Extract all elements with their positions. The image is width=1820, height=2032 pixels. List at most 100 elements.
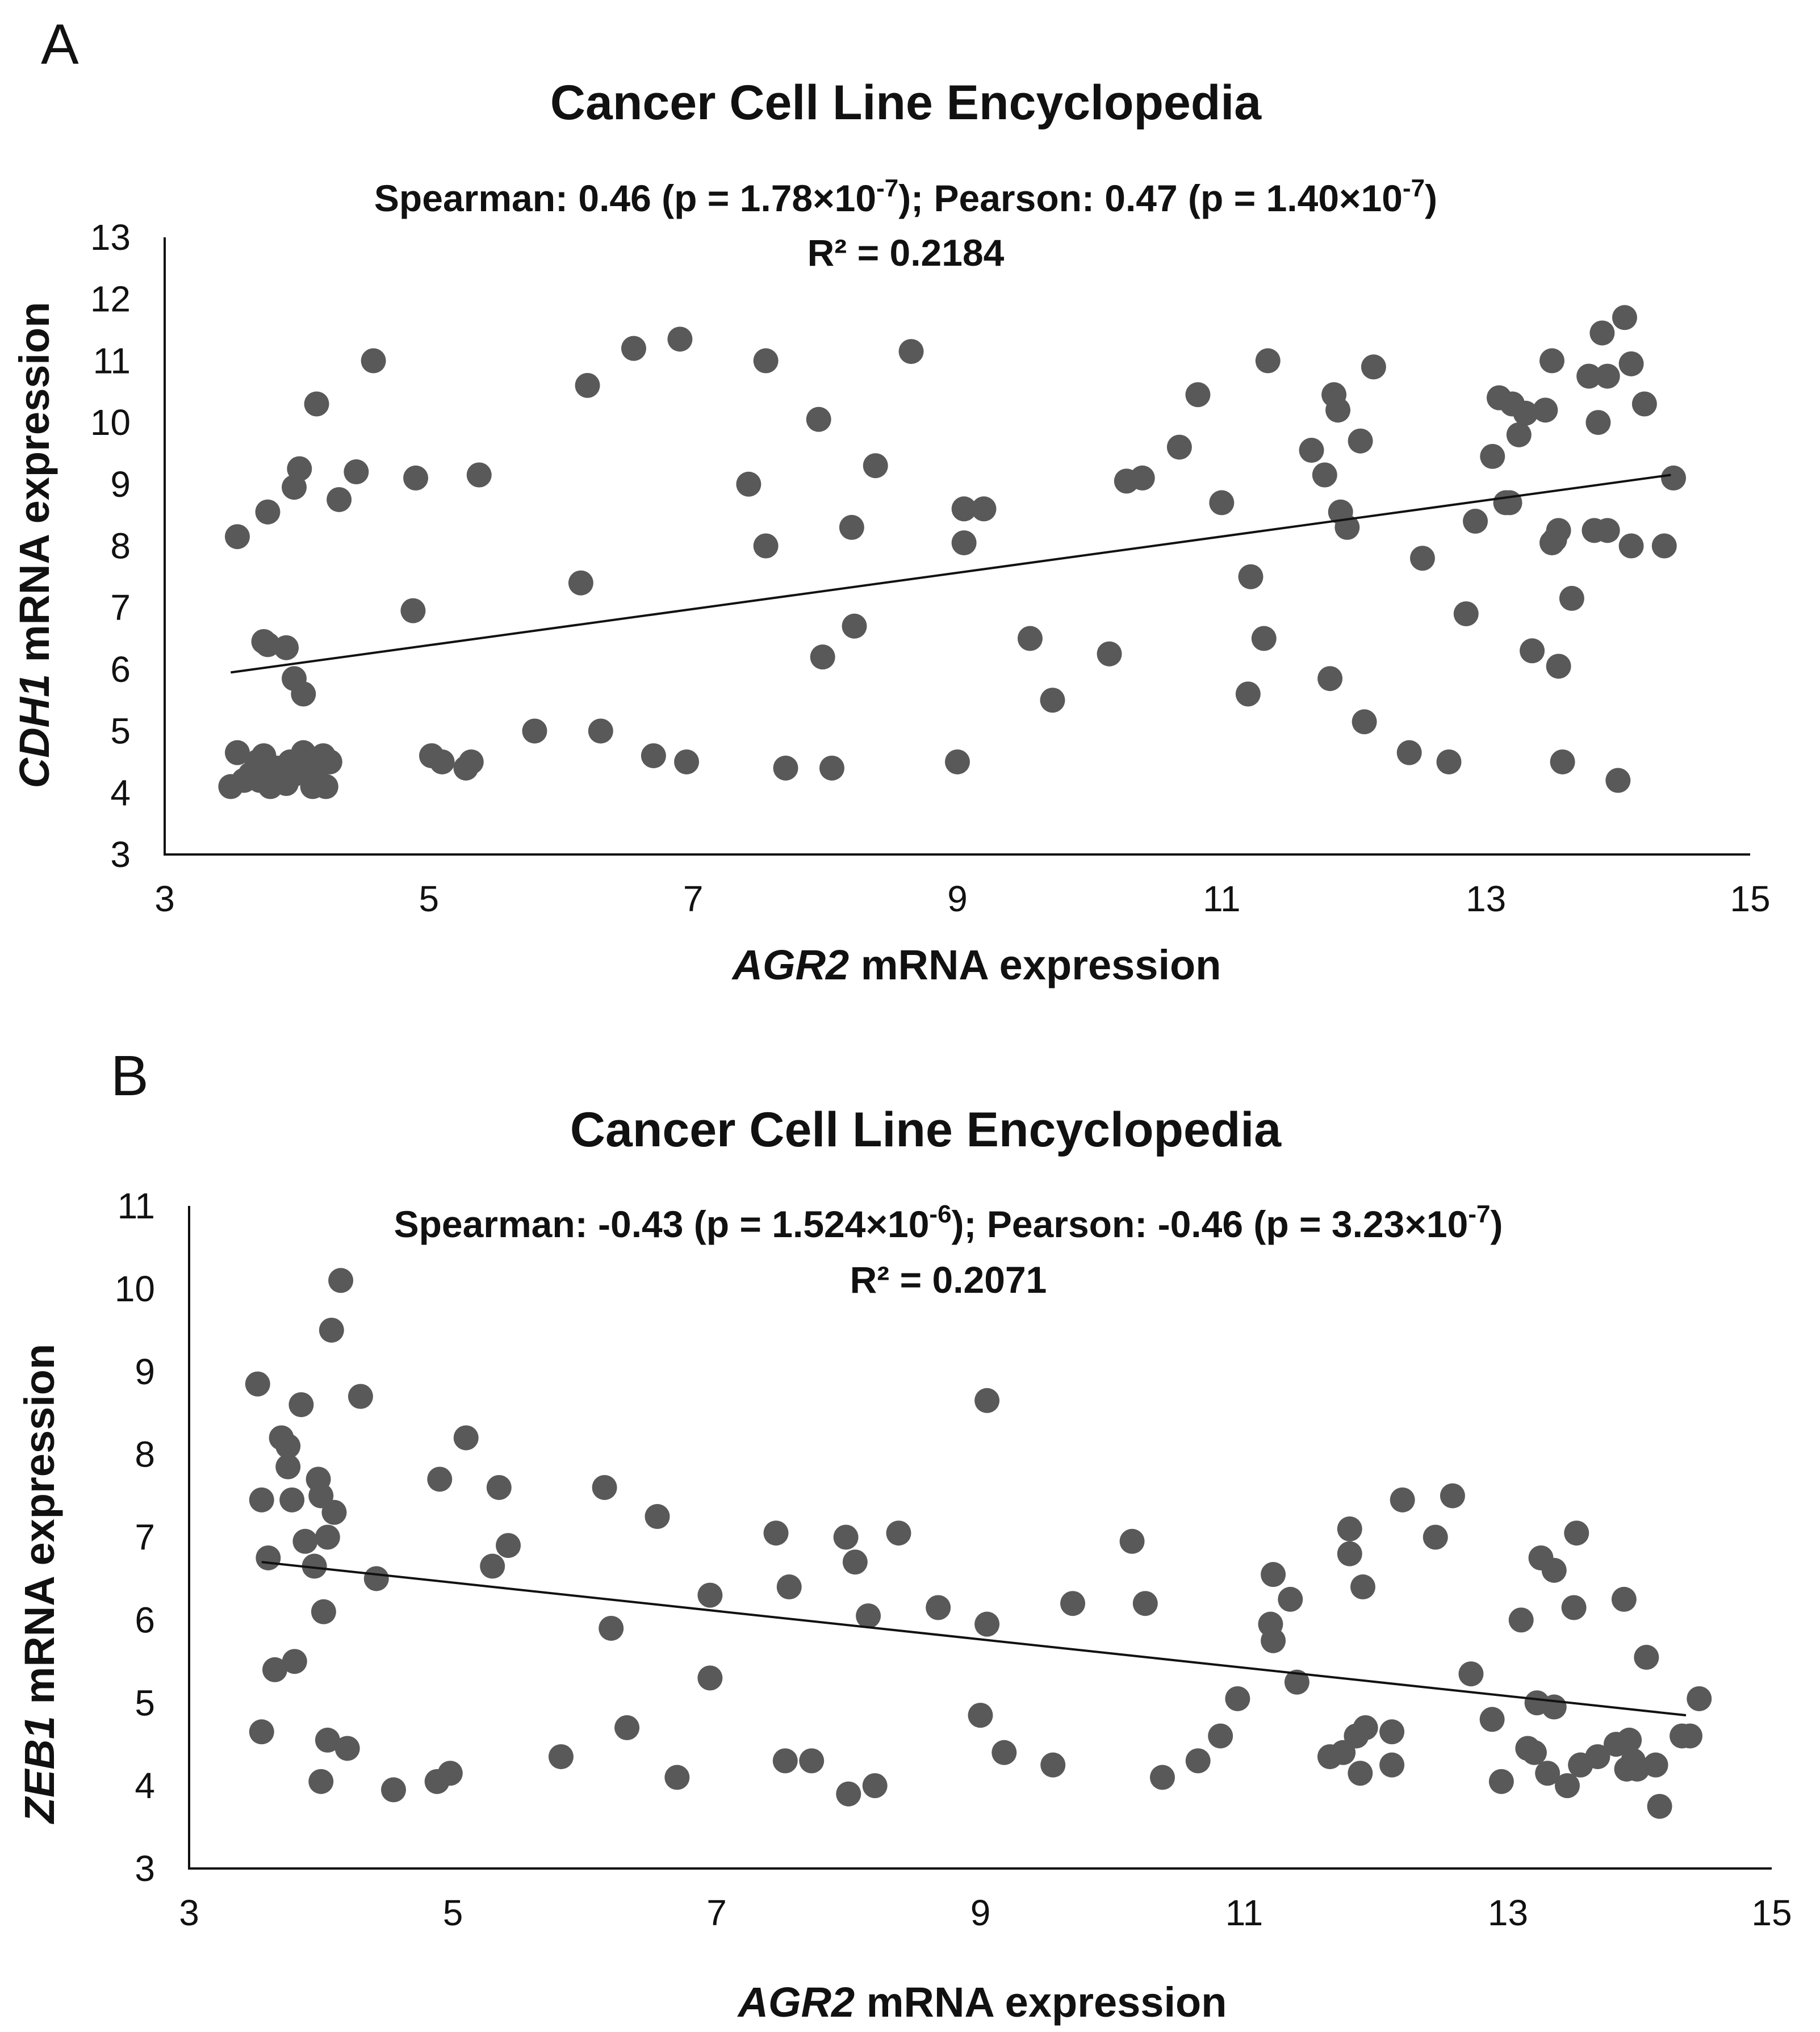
- data-point: [304, 391, 329, 417]
- panel-letter: A: [41, 12, 79, 76]
- data-point: [1595, 518, 1620, 543]
- data-point: [568, 570, 593, 596]
- x-tick-label: 15: [1751, 1892, 1792, 1933]
- data-point: [898, 339, 924, 364]
- y-tick-label: 9: [135, 1351, 155, 1392]
- y-tick-label: 13: [90, 217, 131, 258]
- pearson-text: ); Pearson: -0.46 (p = 3.23×10: [952, 1203, 1468, 1245]
- y-axis-gene: ZEB1: [16, 1716, 63, 1824]
- data-point: [736, 471, 762, 497]
- data-point: [1097, 641, 1122, 667]
- data-point: [287, 456, 312, 481]
- data-point: [1255, 348, 1281, 374]
- x-axis-gene: AGR2: [737, 1979, 855, 2026]
- stats-close-paren: ): [1425, 177, 1437, 219]
- data-point: [245, 1371, 270, 1397]
- data-point: [592, 1474, 617, 1500]
- data-point: [1278, 1586, 1303, 1612]
- data-point: [1631, 391, 1657, 417]
- data-point: [1436, 749, 1462, 774]
- data-point: [291, 681, 316, 707]
- data-point: [1533, 397, 1558, 423]
- y-tick-label: 7: [135, 1517, 155, 1558]
- y-axis-label: ZEB1 mRNA expression: [16, 1344, 63, 1824]
- x-axis-label: AGR2 mRNA expression: [731, 941, 1221, 988]
- data-point: [1611, 1586, 1637, 1612]
- data-point: [1541, 1557, 1567, 1583]
- data-point: [1284, 1669, 1309, 1695]
- x-tick-label: 7: [683, 878, 704, 919]
- data-point: [1390, 1487, 1415, 1513]
- data-point: [1546, 518, 1571, 543]
- y-axis-rest: mRNA expression: [16, 1344, 63, 1716]
- data-point: [279, 1487, 305, 1513]
- data-point: [315, 1524, 340, 1550]
- data-point: [575, 372, 600, 398]
- data-point: [344, 459, 369, 485]
- data-point: [1185, 382, 1211, 408]
- data-point: [1350, 1574, 1376, 1600]
- y-tick-labels: 3 4 5 6 7 8 9 10 11: [115, 1185, 155, 1889]
- data-point: [1677, 1723, 1703, 1749]
- data-point: [1661, 465, 1687, 491]
- data-point: [1520, 638, 1545, 664]
- data-point: [974, 1611, 1000, 1637]
- y-tick-label: 5: [135, 1682, 155, 1723]
- data-point: [1348, 1761, 1373, 1786]
- pearson-text: ); Pearson: 0.47 (p = 1.40×10: [898, 177, 1403, 219]
- r-squared-label: R² = 0.2071: [850, 1259, 1047, 1301]
- data-point: [1337, 1516, 1362, 1541]
- data-point: [776, 1574, 802, 1600]
- data-point: [1119, 1528, 1145, 1554]
- data-point: [674, 749, 700, 774]
- data-point: [1488, 1769, 1514, 1794]
- data-point: [1585, 410, 1611, 435]
- data-point: [256, 1545, 281, 1570]
- data-point: [951, 496, 977, 522]
- spearman-exponent: -6: [929, 1200, 951, 1228]
- data-point: [327, 487, 352, 512]
- data-point: [1150, 1765, 1175, 1790]
- stats-close-paren: ): [1490, 1203, 1503, 1245]
- data-point: [839, 514, 864, 540]
- x-tick-label: 3: [154, 878, 175, 919]
- pearson-exponent: -7: [1468, 1200, 1490, 1228]
- data-point: [292, 1528, 318, 1554]
- y-axis-rest: mRNA expression: [11, 302, 58, 674]
- data-point: [833, 1524, 859, 1550]
- data-point: [319, 1317, 344, 1343]
- data-point: [863, 453, 888, 479]
- data-point: [926, 1595, 951, 1620]
- data-point: [275, 1454, 301, 1480]
- data-point: [1643, 1752, 1668, 1778]
- panel-letter: B: [111, 1044, 149, 1108]
- data-points: [218, 305, 1687, 799]
- scatter-chart-b: B Cancer Cell Line Encyclopedia Spearman…: [16, 1044, 1792, 2026]
- data-point: [496, 1533, 521, 1558]
- data-point: [1589, 320, 1615, 346]
- data-point: [275, 1434, 301, 1459]
- data-point: [1337, 1541, 1362, 1566]
- data-point: [1576, 363, 1602, 389]
- data-point: [1299, 438, 1324, 463]
- data-point: [1463, 509, 1488, 534]
- data-point: [1235, 681, 1261, 707]
- data-point: [1618, 533, 1644, 559]
- data-point: [1541, 1694, 1567, 1720]
- data-point: [842, 1549, 868, 1575]
- data-point: [1353, 1715, 1378, 1741]
- data-point: [1352, 709, 1377, 735]
- y-tick-label: 10: [115, 1268, 155, 1309]
- data-point: [282, 1649, 307, 1674]
- stats-line: Spearman: 0.46 (p = 1.78×10-7); Pearson:…: [374, 174, 1437, 219]
- x-tick-label: 7: [706, 1892, 727, 1933]
- y-tick-label: 12: [90, 279, 131, 320]
- y-axis-gene: CDH1: [11, 674, 58, 788]
- y-tick-label: 9: [110, 464, 131, 505]
- data-point: [1687, 1686, 1712, 1711]
- data-point: [363, 1566, 389, 1591]
- x-axis-rest: mRNA expression: [849, 941, 1221, 988]
- y-tick-label: 8: [110, 526, 131, 567]
- data-point: [255, 632, 281, 657]
- data-point: [1521, 1740, 1547, 1765]
